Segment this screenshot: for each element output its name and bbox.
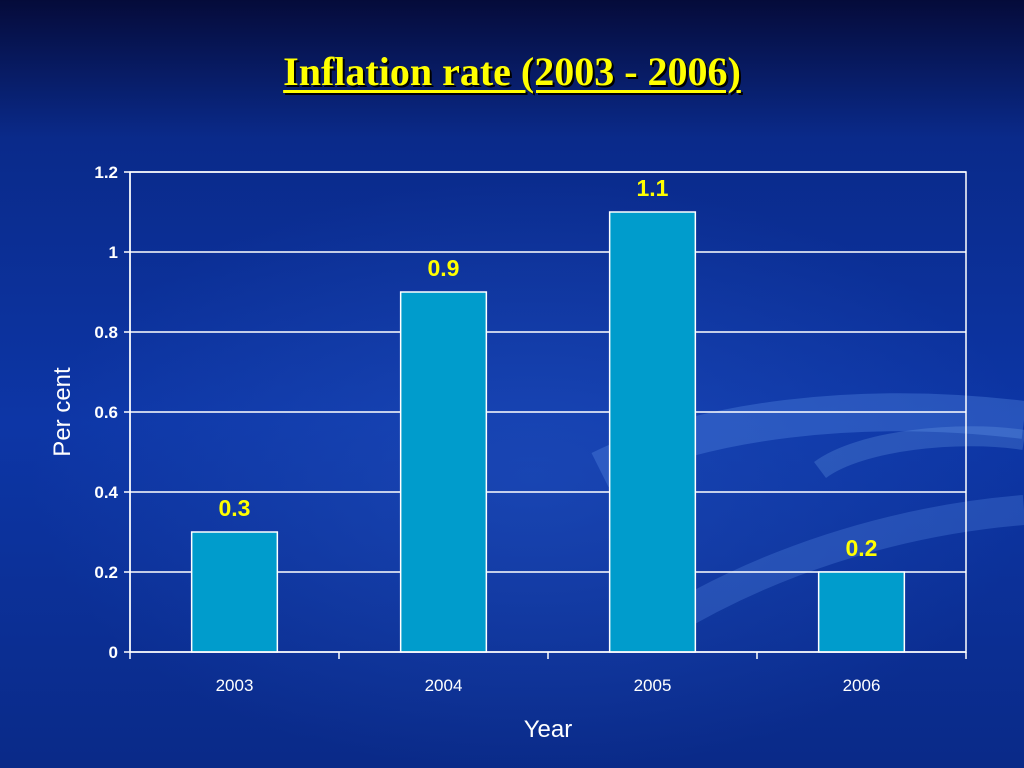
y-tick-label: 0.4 xyxy=(94,483,118,502)
data-label-2004: 0.9 xyxy=(428,255,460,281)
data-label-2005: 1.1 xyxy=(637,175,669,201)
y-axis-title: Per cent xyxy=(49,367,76,457)
y-tick-label: 0.8 xyxy=(94,323,118,342)
bars xyxy=(190,211,906,653)
bar-2006 xyxy=(817,571,906,653)
y-tick-label: 0.6 xyxy=(94,403,118,422)
x-tick-label: 2005 xyxy=(634,676,672,695)
bar-2004 xyxy=(399,291,488,653)
x-tick-label: 2004 xyxy=(425,676,463,695)
y-tick-label: 0.2 xyxy=(94,563,118,582)
data-labels: 0.3 0.9 1.1 0.2 xyxy=(219,175,878,561)
bar-2003 xyxy=(190,531,279,653)
x-axis-ticks: 2003 2004 2005 2006 xyxy=(129,652,967,695)
y-tick-label: 1 xyxy=(109,243,118,262)
y-tick-label: 0 xyxy=(109,643,118,662)
slide-title: Inflation rate (2003 - 2006) xyxy=(283,49,741,94)
gridlines xyxy=(130,171,966,573)
x-tick-label: 2006 xyxy=(843,676,881,695)
data-label-2006: 0.2 xyxy=(846,535,878,561)
x-tick-label: 2003 xyxy=(216,676,254,695)
x-axis-title: Year xyxy=(524,716,573,743)
data-label-2003: 0.3 xyxy=(219,495,251,521)
y-tick-label: 1.2 xyxy=(94,163,118,182)
bar-2005 xyxy=(608,211,697,653)
y-axis-ticks: 0 0.2 0.4 0.6 0.8 1 1.2 xyxy=(94,163,130,662)
